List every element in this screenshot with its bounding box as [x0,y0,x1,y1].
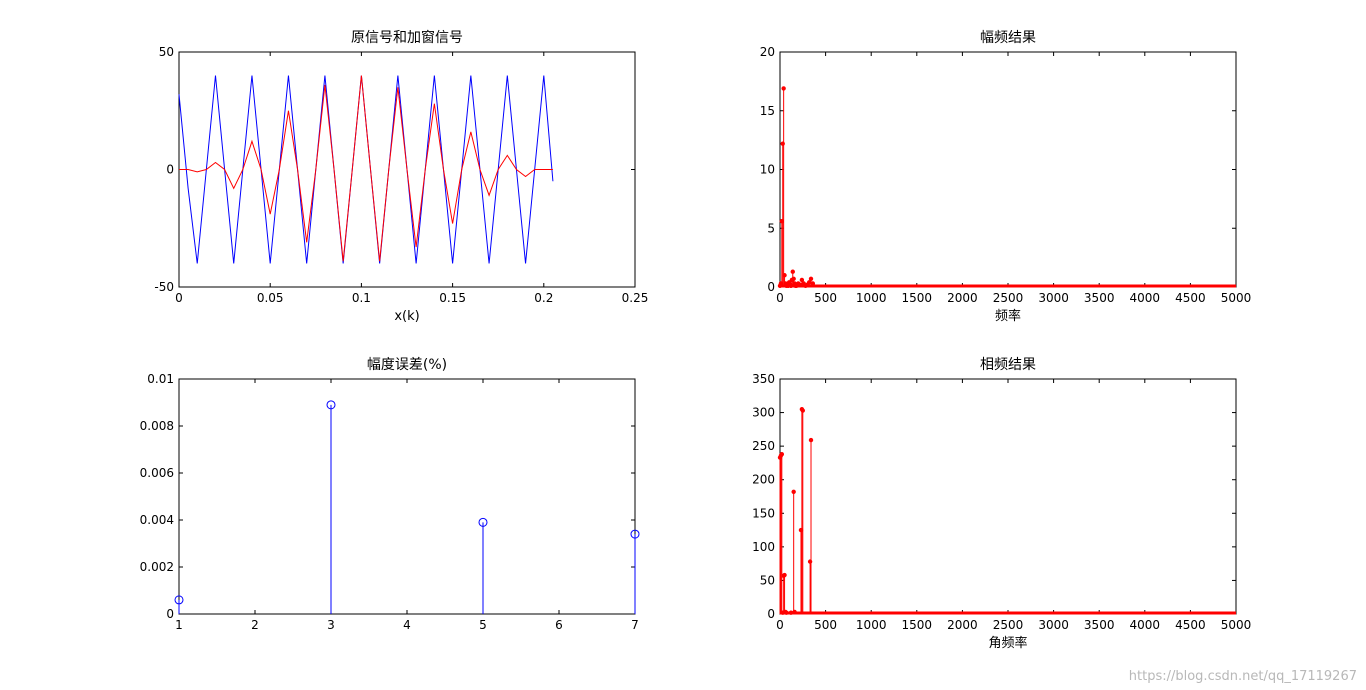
subplot-amplitude-error: 1 2 3 4 5 6 7 0 0.002 0.004 0.006 0.008 0.01 幅度误差(%) [140,357,640,632]
y-tick-label: 250 [752,439,775,453]
x-tick-label: 0.2 [534,291,553,305]
x-tick-label: 1500 [902,618,933,632]
stem-marker [797,282,803,287]
stem-marker [782,273,787,278]
y-tick-label: 5 [767,221,775,235]
stem-marker [790,269,795,274]
x-tick-label: 7 [631,618,639,632]
y-tick-label: 0.006 [140,466,174,480]
x-tick-label: 6 [555,618,563,632]
y-tick-label: 0.004 [140,513,174,527]
y-tick-label: 10 [760,163,775,177]
x-tick-label: 500 [814,291,837,305]
chart-title: 幅频结果 [980,30,1036,46]
x-tick-label: 4000 [1130,291,1161,305]
x-tick-label: 4000 [1130,618,1161,632]
x-tick-label: 0 [776,618,784,632]
axes-frame [178,378,636,615]
axes-frame [779,51,1237,288]
y-tick-label: 0 [166,607,174,621]
x-tick-label: 2000 [947,291,978,305]
x-tick-label: 3000 [1038,291,1069,305]
watermark: https://blog.csdn.net/qq_17119267 [1129,669,1357,684]
stem-marker [791,489,796,494]
x-tick-label: 0.15 [439,291,466,305]
stem-marker [784,610,789,615]
x-axis-label: x(k) [394,309,419,324]
x-tick-label: 2000 [947,618,978,632]
stem-marker [808,276,814,281]
x-tick-label: 0 [776,291,784,305]
x-tick-label: 0.05 [257,291,284,305]
stem-marker [779,452,785,457]
y-tick-label: 0 [767,280,775,294]
y-tick-label: -50 [154,280,174,294]
y-tick-label: 200 [752,473,775,487]
x-tick-label: 500 [814,618,837,632]
x-tick-label: 5 [479,618,487,632]
stem-marker [174,595,184,605]
stem-marker [782,572,787,578]
subplot-amplitude-frequency: 0 500 1000 1500 2000 2500 3000 3500 4000 4500 5000… [760,30,1252,324]
x-axis-label: 角频率 [988,635,1027,651]
x-tick-label: 2500 [993,291,1024,305]
x-tick-label: 3 [327,618,335,632]
y-tick-label: 15 [760,104,775,118]
y-tick-label: 0 [767,607,775,621]
x-tick-label: 4500 [1175,291,1206,305]
x-tick-label: 2500 [993,618,1024,632]
x-tick-label: 4500 [1175,618,1206,632]
chart-title: 原信号和加窗信号 [351,29,463,46]
y-tick-label: 50 [159,45,174,59]
y-tick-label: 0.01 [147,372,174,386]
series-line-0 [178,75,554,264]
y-tick-label: 50 [760,573,775,587]
y-tick-label: 100 [752,540,775,554]
y-tick-label: 150 [752,506,775,520]
y-tick-label: 0.008 [140,419,174,433]
stem-marker [781,86,786,91]
y-tick-label: 20 [760,45,775,59]
y-tick-label: 300 [752,406,775,420]
chart-title: 幅度误差(%) [367,357,447,373]
x-tick-label: 1 [175,618,183,632]
stem-marker [806,280,812,285]
x-tick-label: 1000 [856,291,887,305]
axes-frame [779,378,1237,615]
x-tick-label: 0.1 [352,291,371,305]
x-tick-label: 3500 [1084,618,1115,632]
stem-marker [810,281,816,286]
y-tick-label: 0 [166,163,174,177]
stem-marker [800,408,805,413]
stem-marker [791,276,796,281]
x-tick-label: 5000 [1221,618,1252,632]
x-tick-label: 5000 [1221,291,1252,305]
subplot-phase-frequency: 0 500 1000 1500 2000 2500 3000 3500 4000 4500 5000… [752,357,1251,651]
x-tick-label: 4 [403,618,411,632]
x-tick-label: 0.25 [622,291,649,305]
chart-title: 相频结果 [980,357,1036,373]
stem-marker [630,529,640,539]
y-tick-label: 0.002 [140,560,174,574]
x-tick-label: 0 [175,291,183,305]
x-tick-label: 2 [251,618,259,632]
x-axis-label: 频率 [995,308,1021,324]
x-tick-label: 1500 [902,291,933,305]
x-tick-label: 1000 [856,618,887,632]
x-tick-label: 3000 [1038,618,1069,632]
stem-marker [799,277,805,283]
series-line-1 [179,75,553,262]
stem-marker [808,437,814,443]
stem-marker [792,609,797,615]
stem-marker [788,610,794,615]
stem-marker [478,517,488,527]
x-tick-label: 3500 [1084,291,1115,305]
stem-marker [326,400,336,410]
y-tick-label: 350 [752,372,775,386]
